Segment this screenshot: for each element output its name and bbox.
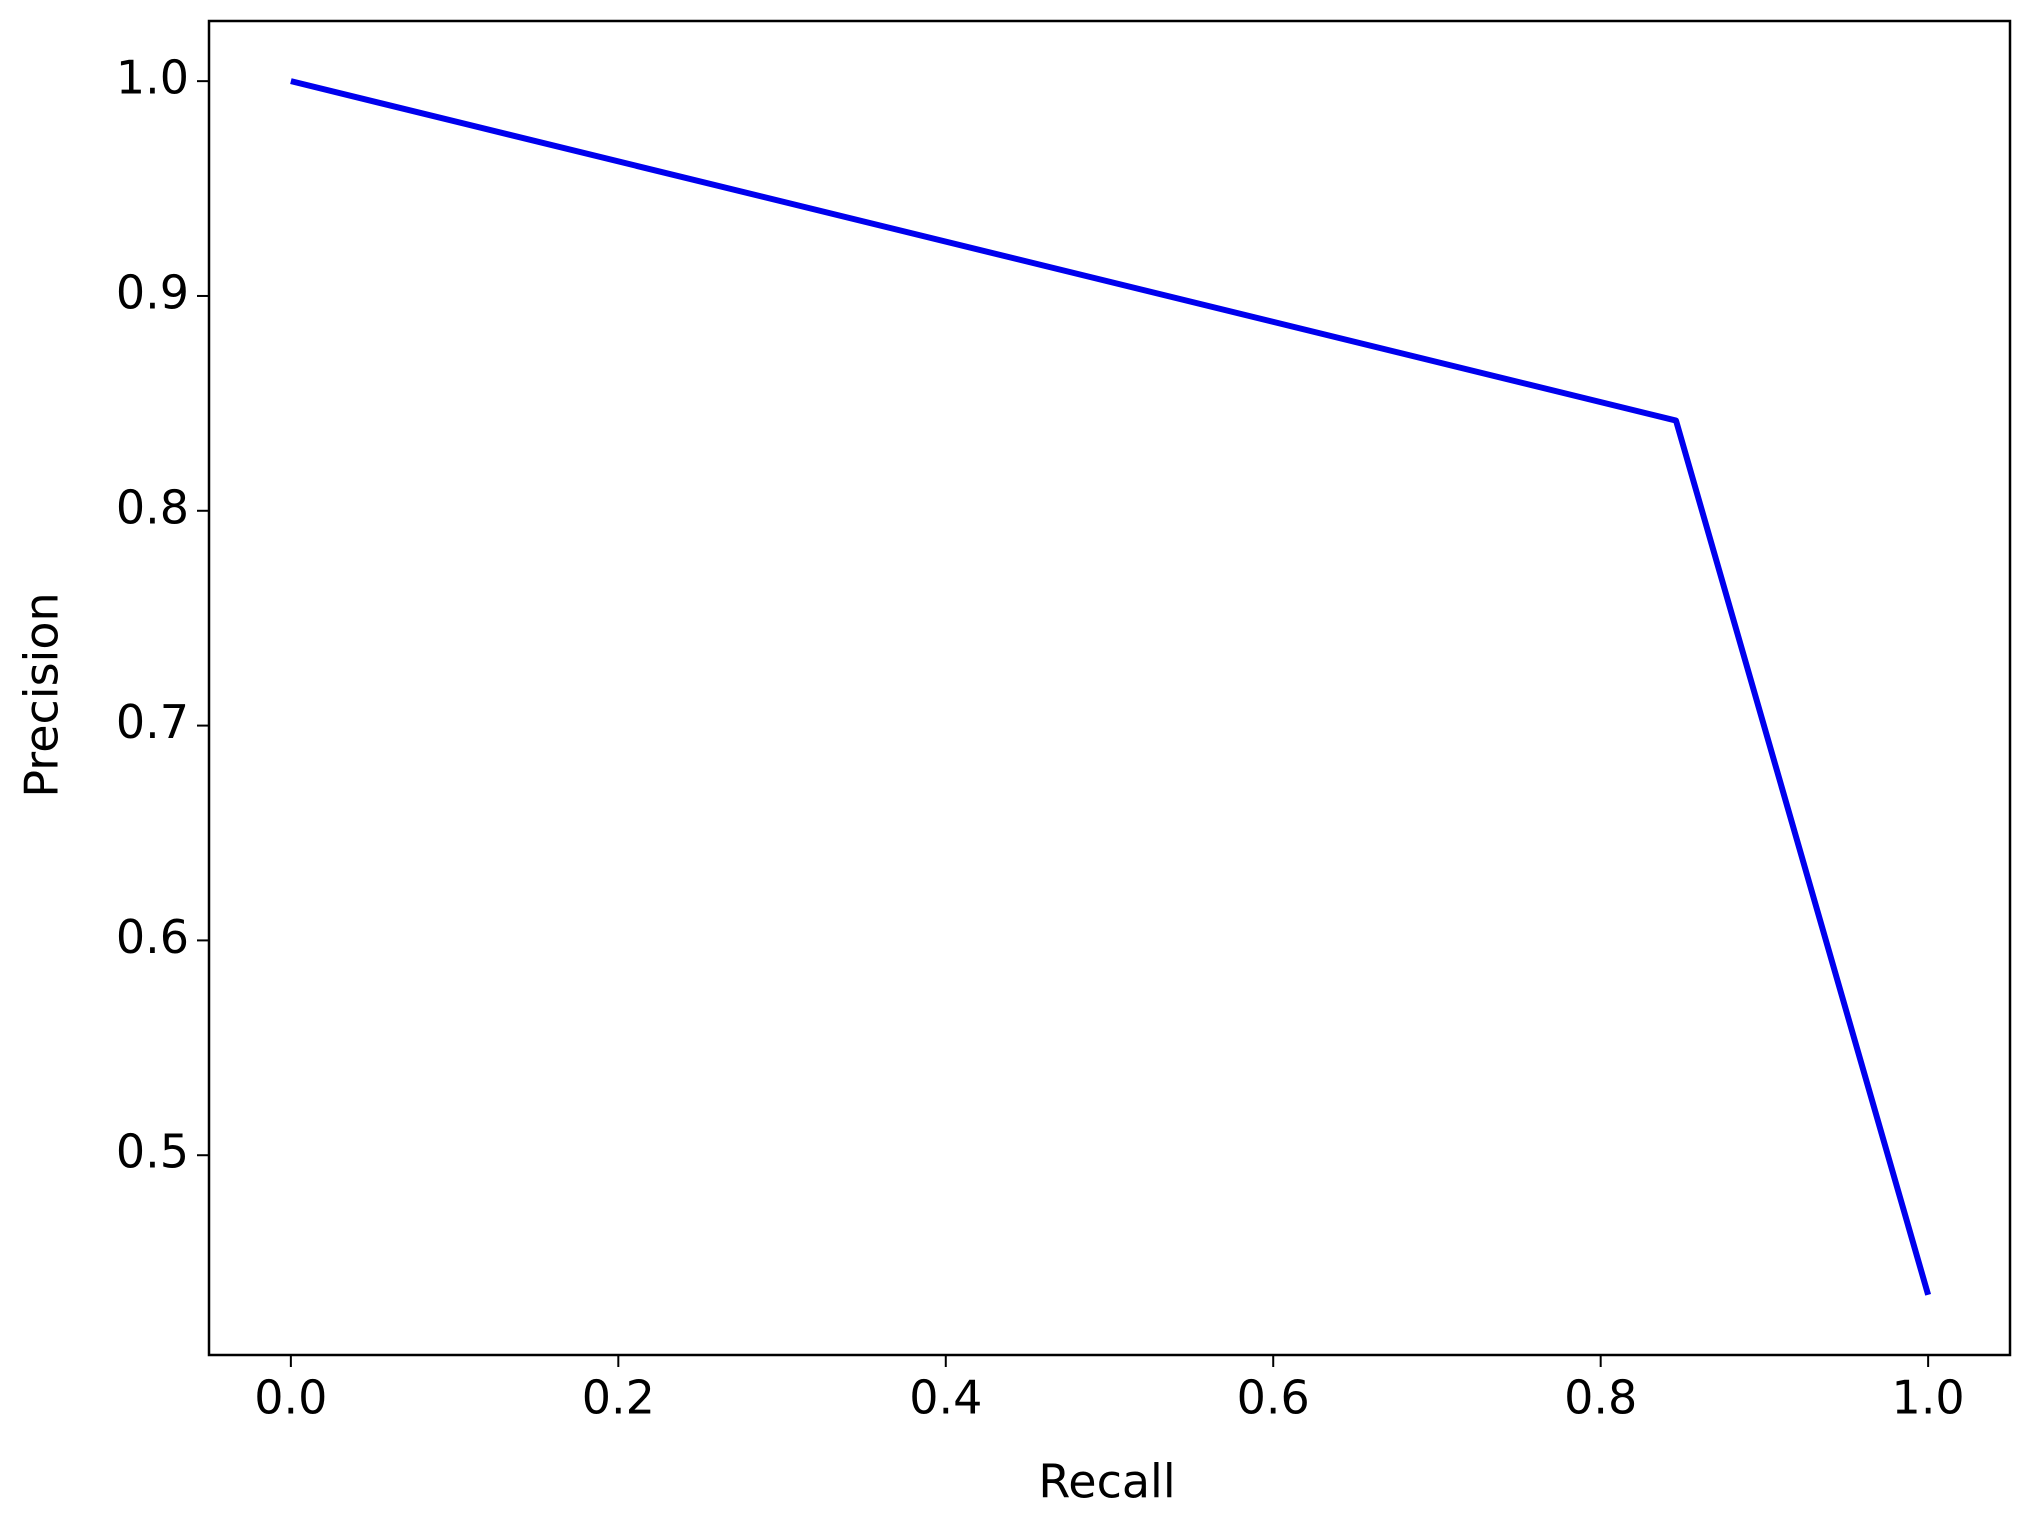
y-tick-label: 0.7 xyxy=(116,695,189,749)
y-axis-label: Precision xyxy=(15,592,69,797)
y-tick-label: 0.8 xyxy=(116,480,189,534)
x-tick-label: 1.0 xyxy=(1892,1371,1965,1425)
y-tick-label: 0.9 xyxy=(116,265,189,319)
x-axis-label: Recall xyxy=(1038,1455,1175,1509)
x-tick-label: 0.4 xyxy=(909,1371,982,1425)
x-tick-label: 0.0 xyxy=(254,1371,327,1425)
y-tick-label: 1.0 xyxy=(116,51,189,105)
x-tick-label: 0.6 xyxy=(1237,1371,1310,1425)
line xyxy=(290,78,1932,1296)
x-tick-label: 0.2 xyxy=(582,1371,655,1425)
y-tick-label: 0.6 xyxy=(116,910,189,964)
x-tick-label: 0.8 xyxy=(1564,1371,1637,1425)
plot-frame xyxy=(207,19,2012,1357)
y-tick-label: 0.5 xyxy=(116,1125,189,1179)
